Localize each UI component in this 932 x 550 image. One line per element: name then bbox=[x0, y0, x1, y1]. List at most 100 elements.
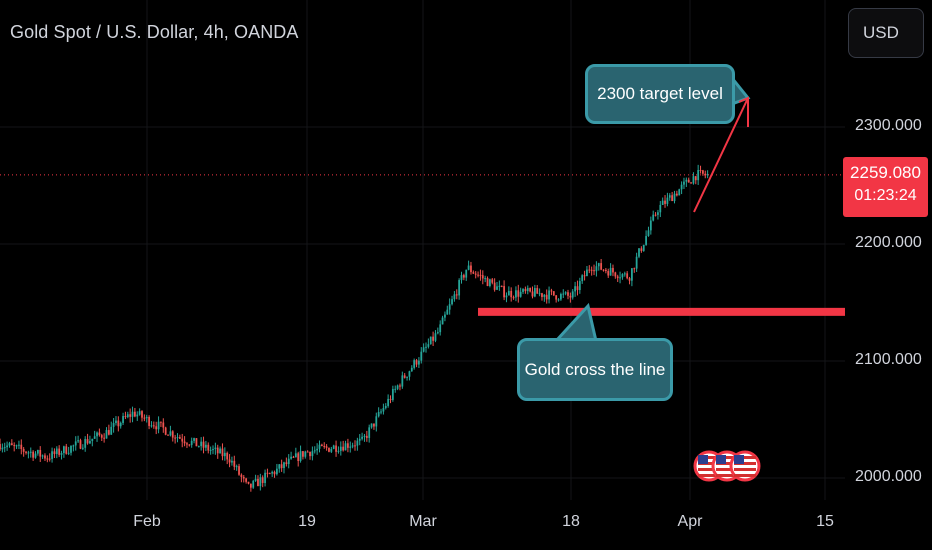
candle-body bbox=[188, 444, 191, 446]
candle-body bbox=[597, 263, 600, 267]
candle-body bbox=[401, 375, 404, 387]
candle-body bbox=[368, 427, 371, 438]
candle-body bbox=[276, 468, 278, 475]
candle-body bbox=[278, 464, 281, 469]
candle-body bbox=[200, 441, 203, 447]
candle-body bbox=[474, 273, 477, 275]
candle-body bbox=[567, 292, 569, 296]
candle-body bbox=[34, 453, 37, 458]
candle-body bbox=[91, 438, 94, 441]
candle-body bbox=[330, 448, 333, 452]
candle-body bbox=[512, 297, 515, 299]
candle-body bbox=[145, 416, 148, 419]
candle-body bbox=[581, 275, 584, 282]
candle-body bbox=[0, 444, 1, 450]
candle-body bbox=[36, 449, 39, 454]
candle-body bbox=[157, 421, 160, 430]
candle-body bbox=[238, 466, 240, 475]
candle-body bbox=[311, 451, 314, 457]
candle-body bbox=[439, 324, 442, 333]
candle-body bbox=[290, 456, 292, 459]
candle-body bbox=[349, 446, 352, 448]
candle-body bbox=[399, 385, 401, 387]
candle-body bbox=[522, 289, 524, 292]
candle-body bbox=[93, 436, 96, 439]
candle-body bbox=[65, 446, 68, 454]
candle-body bbox=[27, 452, 30, 454]
candle-body bbox=[406, 376, 408, 378]
candle-body bbox=[13, 445, 16, 447]
candle-body bbox=[32, 451, 35, 458]
candle-body bbox=[552, 291, 555, 296]
candle-body bbox=[228, 459, 231, 463]
candle-body bbox=[465, 269, 468, 278]
candle-body bbox=[685, 179, 688, 182]
candle-body bbox=[626, 273, 629, 279]
candle-body bbox=[507, 290, 510, 296]
candle-body bbox=[221, 448, 224, 457]
candle-body bbox=[328, 447, 330, 452]
candle-body bbox=[593, 270, 595, 272]
candle-body bbox=[571, 291, 574, 298]
candle-body bbox=[380, 411, 382, 413]
candle-body bbox=[283, 462, 285, 469]
candle-body bbox=[387, 398, 390, 406]
candle-body bbox=[408, 371, 411, 377]
callout-target[interactable]: 2300 target level bbox=[585, 64, 735, 124]
y-tick-label: 2000.000 bbox=[855, 468, 922, 485]
candle-body bbox=[370, 423, 373, 428]
candle-body bbox=[148, 416, 150, 426]
candle-body bbox=[661, 200, 664, 205]
candle-body bbox=[595, 266, 598, 272]
candle-body bbox=[306, 451, 309, 453]
candle-body bbox=[205, 444, 207, 448]
candle-body bbox=[136, 414, 139, 417]
candle-body bbox=[86, 439, 89, 444]
x-tick-label: 15 bbox=[816, 513, 834, 530]
candle-body bbox=[143, 417, 146, 419]
arrow-shaft bbox=[693, 97, 749, 213]
candle-body bbox=[171, 431, 174, 438]
currency-button[interactable]: USD bbox=[848, 8, 924, 58]
candle-body bbox=[649, 220, 652, 231]
candle-body bbox=[453, 294, 456, 300]
candle-body bbox=[152, 425, 155, 427]
candles-group bbox=[0, 164, 709, 492]
candle-body bbox=[195, 438, 198, 447]
support-line bbox=[478, 307, 845, 316]
candle-body bbox=[616, 276, 619, 279]
candle-body bbox=[53, 451, 56, 454]
candle-body bbox=[3, 447, 6, 449]
candle-body bbox=[110, 426, 113, 435]
candle-body bbox=[126, 414, 129, 418]
candle-body bbox=[60, 453, 63, 455]
callout-cross[interactable]: Gold cross the line bbox=[517, 338, 673, 401]
candle-body bbox=[657, 212, 659, 215]
candle-body bbox=[313, 450, 316, 452]
candle-body bbox=[515, 290, 517, 298]
candle-body bbox=[231, 460, 233, 463]
candle-body bbox=[176, 437, 179, 439]
candle-body bbox=[309, 451, 311, 457]
candle-body bbox=[444, 314, 446, 318]
candle-body bbox=[418, 360, 420, 365]
x-tick-label: Feb bbox=[133, 513, 161, 530]
candle-body bbox=[576, 286, 579, 291]
candle-body bbox=[202, 441, 205, 448]
candle-body bbox=[131, 411, 134, 417]
candle-body bbox=[155, 426, 158, 430]
candle-body bbox=[517, 290, 520, 297]
candle-body bbox=[498, 285, 501, 287]
candle-body bbox=[96, 432, 98, 437]
candle-body bbox=[141, 411, 143, 418]
candle-body bbox=[117, 420, 120, 427]
candle-body bbox=[181, 438, 184, 442]
candle-body bbox=[574, 286, 576, 292]
candle-body bbox=[666, 197, 669, 204]
candle-body bbox=[441, 317, 444, 325]
candle-body bbox=[271, 471, 274, 474]
candle-body bbox=[10, 443, 13, 446]
candle-body bbox=[434, 333, 437, 341]
candle-body bbox=[550, 290, 553, 292]
